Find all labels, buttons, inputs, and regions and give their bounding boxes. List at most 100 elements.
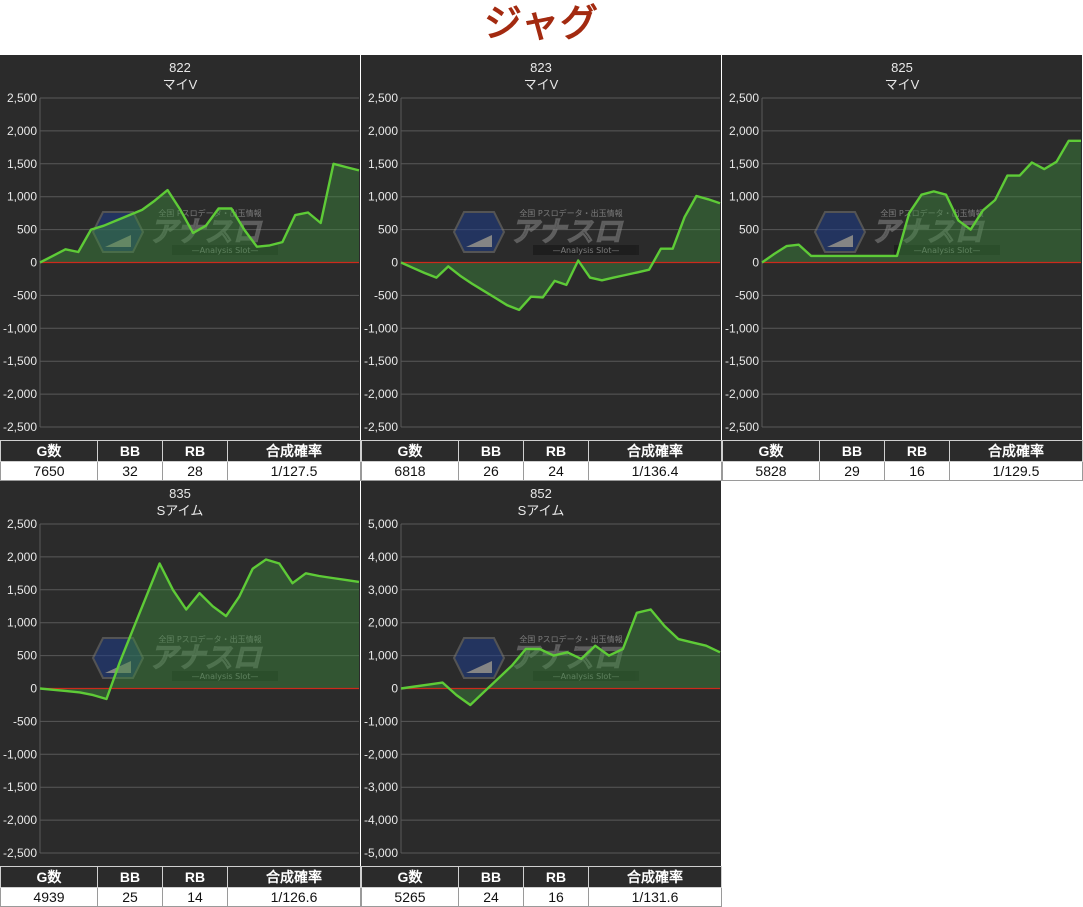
data-point bbox=[969, 228, 971, 230]
data-point bbox=[243, 228, 245, 230]
y-tick-label: -2,000 bbox=[725, 387, 759, 401]
data-point bbox=[441, 681, 443, 683]
data-point bbox=[265, 558, 267, 560]
data-point bbox=[648, 269, 650, 271]
data-point bbox=[553, 280, 555, 282]
data-point bbox=[994, 199, 996, 201]
y-tick-label: 5,000 bbox=[368, 517, 398, 531]
data-point bbox=[217, 207, 219, 209]
data-point bbox=[256, 246, 258, 248]
chart-subtitle: Sアイム bbox=[157, 503, 204, 518]
data-point bbox=[52, 689, 54, 691]
rate-header: 合成確率 bbox=[227, 866, 361, 888]
data-point bbox=[115, 219, 117, 221]
watermark-main-text: アナスロ bbox=[510, 641, 623, 674]
data-point bbox=[230, 207, 232, 209]
data-point bbox=[205, 225, 207, 227]
data-point bbox=[141, 209, 143, 211]
y-tick-label: -1,500 bbox=[725, 354, 759, 368]
data-point bbox=[957, 219, 959, 221]
data-point bbox=[539, 648, 541, 650]
data-point bbox=[483, 691, 485, 693]
data-point bbox=[663, 625, 665, 627]
data-point bbox=[459, 275, 461, 277]
data-point bbox=[565, 284, 567, 286]
y-tick-label: -4,000 bbox=[364, 813, 398, 827]
data-point bbox=[119, 661, 121, 663]
data-point bbox=[933, 190, 935, 192]
games-header: G数 bbox=[0, 440, 98, 462]
series-line bbox=[39, 558, 360, 701]
y-tick-label: -1,000 bbox=[3, 321, 37, 335]
y-tick-label: 0 bbox=[30, 256, 37, 270]
y-tick-label: 2,500 bbox=[7, 91, 37, 105]
data-point bbox=[542, 296, 544, 298]
chart-panel-852: 852 Sアイム 5,000 4,000 3,000 2,000 1,000 0 -1,000 -… bbox=[361, 481, 722, 907]
y-tick-label: 1,000 bbox=[368, 190, 398, 204]
data-point bbox=[677, 638, 679, 640]
rate-value: 1/136.4 bbox=[588, 461, 722, 481]
page-title: ジャグ bbox=[483, 1, 600, 45]
stats-header-row: G数 BB RB 合成確率 bbox=[361, 866, 722, 888]
data-point bbox=[859, 255, 861, 257]
chart-subtitle: Sアイム bbox=[518, 503, 565, 518]
data-point bbox=[105, 698, 107, 700]
chart-panel-825: 825 マイV 2,500 2,000 1,500 1,000 500 0 -500 -1,000… bbox=[722, 55, 1083, 481]
watermark-main-text: アナスロ bbox=[149, 641, 262, 674]
data-point bbox=[414, 685, 416, 687]
rate-header: 合成確率 bbox=[588, 440, 722, 462]
watermark-top-text: 全国 Pスロデータ・出玉情報 bbox=[158, 208, 261, 218]
bb-header: BB bbox=[819, 440, 885, 462]
data-point bbox=[192, 232, 194, 234]
watermark-top-text: 全国 Pスロデータ・出玉情報 bbox=[519, 208, 622, 218]
data-point bbox=[494, 297, 496, 299]
stats-table: G数 BB RB 合成確率 5828 29 16 1/129.5 bbox=[722, 440, 1083, 481]
y-tick-label: -2,500 bbox=[3, 420, 37, 434]
data-point bbox=[400, 687, 402, 689]
rb-value: 14 bbox=[162, 887, 228, 907]
data-point bbox=[982, 209, 984, 211]
y-tick-label: 0 bbox=[391, 682, 398, 696]
data-point bbox=[269, 244, 271, 246]
data-point bbox=[518, 309, 520, 311]
data-point bbox=[1068, 140, 1070, 142]
data-point bbox=[773, 253, 775, 255]
data-point bbox=[212, 605, 214, 607]
data-point bbox=[1055, 161, 1057, 163]
data-point bbox=[896, 255, 898, 257]
watermark-sub-text: —Analysis Slot— bbox=[192, 672, 259, 681]
stats-header-row: G数 BB RB 合成確率 bbox=[361, 440, 722, 462]
data-point bbox=[291, 582, 293, 584]
data-point bbox=[552, 654, 554, 656]
watermark-sub-text: —Analysis Slot— bbox=[553, 672, 620, 681]
chart-title: 822 bbox=[169, 60, 191, 75]
y-tick-label: -500 bbox=[13, 714, 37, 728]
y-tick-label: 2,500 bbox=[729, 91, 759, 105]
y-tick-label: 0 bbox=[30, 682, 37, 696]
rb-value: 24 bbox=[523, 461, 589, 481]
stats-value-row: 4939 25 14 1/126.6 bbox=[0, 887, 361, 907]
data-point bbox=[594, 645, 596, 647]
watermark-sub-bg bbox=[172, 245, 278, 255]
stats-value-row: 7650 32 28 1/127.5 bbox=[0, 461, 361, 481]
watermark-sub-bg bbox=[894, 245, 1000, 255]
data-point bbox=[798, 244, 800, 246]
data-point bbox=[320, 222, 322, 224]
data-point bbox=[166, 189, 168, 191]
stats-value-row: 6818 26 24 1/136.4 bbox=[361, 461, 722, 481]
y-tick-label: -5,000 bbox=[364, 846, 398, 860]
watermark-sub-bg bbox=[172, 671, 278, 681]
data-point bbox=[172, 589, 174, 591]
data-point bbox=[1031, 161, 1033, 163]
rb-value: 16 bbox=[523, 887, 589, 907]
y-tick-label: 2,000 bbox=[368, 616, 398, 630]
data-point bbox=[345, 579, 347, 581]
data-point bbox=[281, 241, 283, 243]
data-point bbox=[589, 276, 591, 278]
y-tick-label: 2,500 bbox=[7, 517, 37, 531]
data-point bbox=[577, 259, 579, 261]
y-tick-label: -3,000 bbox=[364, 780, 398, 794]
rate-value: 1/129.5 bbox=[949, 461, 1083, 481]
data-point bbox=[636, 271, 638, 273]
